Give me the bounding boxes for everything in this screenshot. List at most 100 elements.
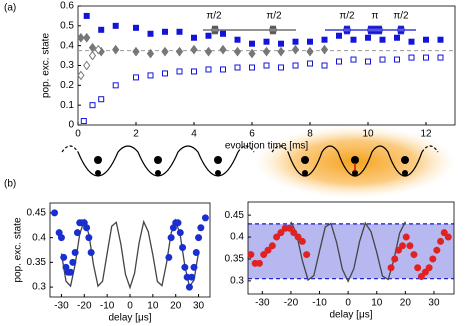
y-tick-label: 0.45 (225, 210, 245, 221)
point (417, 272, 425, 280)
point (306, 46, 314, 57)
point (402, 233, 410, 241)
point (88, 50, 97, 61)
point (132, 46, 140, 57)
point (80, 118, 87, 125)
point (98, 26, 105, 33)
y-tick-label: 0.4 (230, 232, 244, 243)
point (321, 36, 328, 43)
point (185, 283, 193, 291)
x-tick-label: 4 (191, 129, 197, 140)
point (268, 242, 276, 250)
x-tick-label: -10 (312, 298, 327, 309)
point (204, 46, 213, 57)
point (399, 242, 406, 250)
point (147, 72, 154, 79)
point (410, 251, 418, 259)
point (273, 233, 281, 241)
x-tick-label: -30 (255, 298, 270, 309)
x-axis-label: delay [μs] (108, 313, 151, 324)
y-tick-label: 0.3 (230, 275, 244, 286)
point (249, 40, 255, 47)
y-tick-label: 0.5 (60, 20, 74, 31)
point (425, 264, 433, 272)
pulse-seq-blue (325, 25, 416, 35)
y-tick-label: 0.6 (60, 1, 74, 12)
point (387, 264, 395, 272)
panel-label: (b) (4, 179, 16, 190)
x-tick-label: 0 (127, 301, 133, 312)
pulse-label: π (372, 11, 379, 22)
point (298, 237, 306, 245)
point (161, 46, 169, 57)
point (320, 44, 329, 55)
x-tick-label: 10 (147, 301, 159, 312)
point (408, 54, 415, 61)
point (220, 30, 226, 37)
y-tick-label: 0.3 (60, 60, 74, 71)
point (71, 248, 79, 256)
point (234, 64, 241, 71)
point (191, 34, 197, 41)
x-tick-label: 6 (249, 129, 255, 140)
pulse-label: π/2 (339, 11, 355, 22)
x-axis-label: delay [μs] (329, 310, 372, 321)
point (336, 58, 342, 65)
point (263, 62, 270, 69)
point (87, 248, 95, 256)
point (162, 28, 168, 35)
point (260, 251, 268, 259)
point (233, 46, 242, 57)
point (133, 74, 139, 81)
point (444, 233, 452, 241)
point (89, 102, 96, 109)
point (197, 224, 205, 232)
point (205, 32, 212, 39)
point (365, 34, 371, 41)
point (51, 209, 59, 217)
chart: -30 -20 -10 0 10 20 30 0.3 0.35 0.4 0.45 delay [μs] (225, 201, 455, 321)
point (394, 56, 400, 63)
y-axis-label: pop. exc. state (41, 33, 52, 98)
point (429, 255, 437, 263)
point (83, 32, 91, 43)
point (440, 229, 448, 237)
point (437, 36, 444, 43)
point (303, 251, 311, 259)
y-tick-label: 0.45 (27, 208, 47, 219)
y-tick-label: 0 (68, 120, 74, 131)
point (406, 242, 414, 250)
x-tick-label: -20 (284, 298, 299, 309)
pulse-label: π/2 (206, 11, 222, 22)
point (167, 234, 175, 242)
point (307, 38, 313, 45)
point (278, 64, 284, 71)
point (205, 66, 212, 73)
point (350, 56, 357, 63)
y-tick-label: 0.2 (60, 80, 74, 91)
annotations: π/2 π/2 π/2 π π/2 (206, 11, 409, 22)
pulse-label: π/2 (266, 11, 282, 22)
point (255, 259, 263, 267)
point (60, 253, 68, 261)
x-tick-label: -10 (100, 301, 115, 312)
y-tick-label: 0.1 (60, 100, 74, 111)
point (277, 229, 285, 237)
x-tick-label: 20 (170, 301, 182, 312)
schematic-right (255, 126, 455, 198)
x-tick-label: 30 (428, 298, 440, 309)
x-tick-label: 2 (133, 129, 139, 140)
point (181, 263, 189, 271)
point (365, 58, 371, 65)
pulse-label: π/2 (393, 11, 409, 22)
point (437, 237, 445, 245)
point (192, 248, 200, 256)
point (176, 229, 184, 237)
point (247, 251, 255, 259)
point (191, 68, 197, 75)
point (83, 60, 91, 71)
point (220, 66, 226, 73)
y-tick-label: 0.4 (32, 232, 46, 243)
point (176, 28, 183, 35)
